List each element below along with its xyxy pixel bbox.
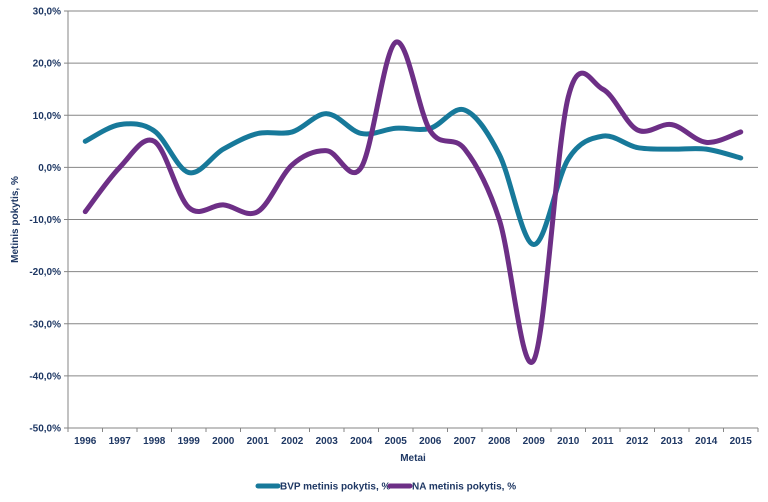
- y-tick-label: 20,0%: [33, 59, 61, 70]
- legend-label-1: BVP metinis pokytis, %: [280, 482, 391, 493]
- x-tick-label: 2008: [488, 436, 511, 447]
- y-tick-label: 30,0%: [33, 7, 61, 18]
- x-tick-label: 1997: [109, 436, 132, 447]
- y-tick-label: 10,0%: [33, 111, 61, 122]
- x-tick-label: 1999: [178, 436, 201, 447]
- y-tick-label: -30,0%: [29, 319, 61, 330]
- x-tick-label: 1996: [74, 436, 97, 447]
- x-tick-label: 2013: [661, 436, 684, 447]
- y-tick-label: -10,0%: [29, 215, 61, 226]
- x-tick-label: 2000: [212, 436, 235, 447]
- legend: BVP metinis pokytis, % NA metinis pokytis…: [255, 482, 516, 493]
- y-tick-labels: 30,0% 20,0% 10,0% 0,0% -10,0% -20,0% -30,0% -40…: [29, 7, 61, 435]
- y-tick-label: -50,0%: [29, 424, 61, 435]
- x-tick-label: 2010: [557, 436, 580, 447]
- series-line-1: [82, 106, 744, 248]
- legend-label-2: NA metinis pokytis, %: [412, 482, 516, 493]
- x-tick-label: 2001: [247, 436, 270, 447]
- x-tick-label: 2006: [419, 436, 442, 447]
- y-tick-label: -40,0%: [29, 371, 61, 382]
- x-tick-label: 2003: [316, 436, 339, 447]
- x-tick-labels: 1996 1997 1998 1999 2000 2001 2002 2003 2004 2005…: [74, 436, 752, 447]
- series-line-2: [82, 39, 744, 365]
- x-tick-label: 2012: [626, 436, 649, 447]
- x-tick-label: 2015: [730, 436, 753, 447]
- y-tick-label: 0,0%: [38, 163, 61, 174]
- x-tick-label: 2007: [454, 436, 477, 447]
- y-tick-label: -20,0%: [29, 267, 61, 278]
- x-tick-label: 2004: [350, 436, 373, 447]
- x-axis-title: Metai: [400, 453, 426, 464]
- axes: [64, 10, 759, 432]
- x-tick-label: 2002: [281, 436, 304, 447]
- x-tick-label: 1998: [143, 436, 166, 447]
- y-axis-title: Metinis pokytis, %: [10, 176, 21, 263]
- x-tick-label: 2011: [592, 436, 614, 447]
- x-tick-label: 2009: [523, 436, 546, 447]
- series-lines: [82, 39, 744, 365]
- x-tick-label: 2014: [695, 436, 718, 447]
- x-tick-label: 2005: [385, 436, 408, 447]
